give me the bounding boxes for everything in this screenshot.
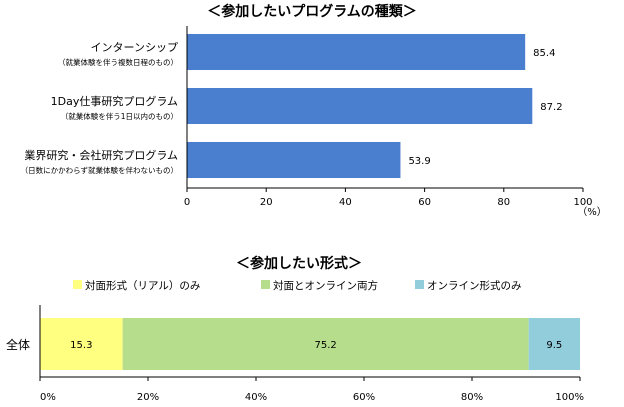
chart2-tick-label: 80%	[461, 392, 483, 403]
chart1-bar	[187, 142, 401, 178]
chart1-bars	[187, 34, 533, 178]
chart2-bar-segment	[528, 318, 580, 370]
chart1-value-label: 53.9	[408, 156, 430, 167]
chart1-bar	[187, 88, 533, 124]
chart1-category-label: 業界研究・会社研究プログラム	[24, 148, 178, 162]
chart1-tick-labels: 0 20 40 60 80 100	[184, 188, 593, 208]
chart1-value-label: 85.4	[533, 48, 555, 59]
chart2-legend-label: 対面とオンライン両方	[273, 279, 378, 292]
chart2-value-label: 15.3	[70, 340, 92, 351]
chart2-legend-swatch	[415, 280, 424, 289]
chart2-legend-swatch	[261, 280, 270, 289]
chart1-title: ＜参加したいプログラムの種類＞	[207, 3, 417, 20]
chart2-tick-label: 0%	[40, 392, 56, 403]
chart1-tick-label: 40	[339, 197, 352, 208]
chart2-tick-label: 100%	[555, 392, 584, 403]
chart-participation-format: ＜参加したい形式＞ 対面形式（リアル）のみ 対面とオンライン両方 オンライン形式のみ…	[6, 255, 584, 403]
chart-program-types: ＜参加したいプログラムの種類＞ インターンシップ （就業体験を伴う複数日程のもの）…	[21, 3, 607, 218]
chart1-category-label: インターンシップ	[91, 41, 178, 54]
chart2-category-label: 全体	[6, 337, 30, 352]
chart1-category-sublabel: （就業体験を伴う複数日程のもの）	[58, 57, 178, 67]
chart2-bar-segments	[40, 318, 580, 370]
chart1-value-labels: 85.4 87.2 53.9	[408, 48, 562, 167]
chart2-bar-segment	[40, 318, 123, 370]
chart2-value-labels: 15.3 75.2 9.5	[70, 340, 562, 351]
chart1-category-sublabel: （就業体験を伴う1日以内のもの）	[61, 111, 178, 121]
chart2-legend-label: オンライン形式のみ	[427, 279, 522, 292]
chart1-tick-label: 20	[260, 197, 273, 208]
chart1-category-labels: インターンシップ （就業体験を伴う複数日程のもの） 1Day仕事研究プログラム （就業…	[21, 41, 178, 175]
chart1-unit-label: （%）	[577, 206, 607, 218]
chart1-category-label: 1Day仕事研究プログラム	[51, 94, 178, 108]
chart1-tick-label: 0	[184, 197, 190, 208]
chart1-category-sublabel: （日数にかかわらず就業体験を伴わないもの）	[21, 165, 178, 175]
chart2-value-label: 9.5	[546, 340, 562, 351]
chart2-bar-segment	[122, 318, 529, 370]
chart2-tick-label: 20%	[137, 392, 159, 403]
chart2-legend-swatch	[73, 280, 82, 289]
chart2-tick-label: 60%	[353, 392, 375, 403]
chart2-tick-labels: 0% 20% 40% 60% 80% 100%	[39, 377, 584, 403]
chart1-tick-label: 100	[573, 197, 592, 208]
chart2-title: ＜参加したい形式＞	[236, 255, 362, 272]
chart2-legend: 対面形式（リアル）のみ 対面とオンライン両方 オンライン形式のみ	[73, 279, 522, 292]
chart1-value-label: 87.2	[540, 102, 562, 113]
chart2-value-label: 75.2	[315, 340, 337, 351]
chart2-tick-label: 40%	[245, 392, 267, 403]
chart1-tick-label: 60	[418, 197, 431, 208]
chart1-bar	[187, 34, 526, 70]
chart2-legend-label: 対面形式（リアル）のみ	[85, 279, 200, 292]
chart1-tick-label: 80	[497, 197, 510, 208]
